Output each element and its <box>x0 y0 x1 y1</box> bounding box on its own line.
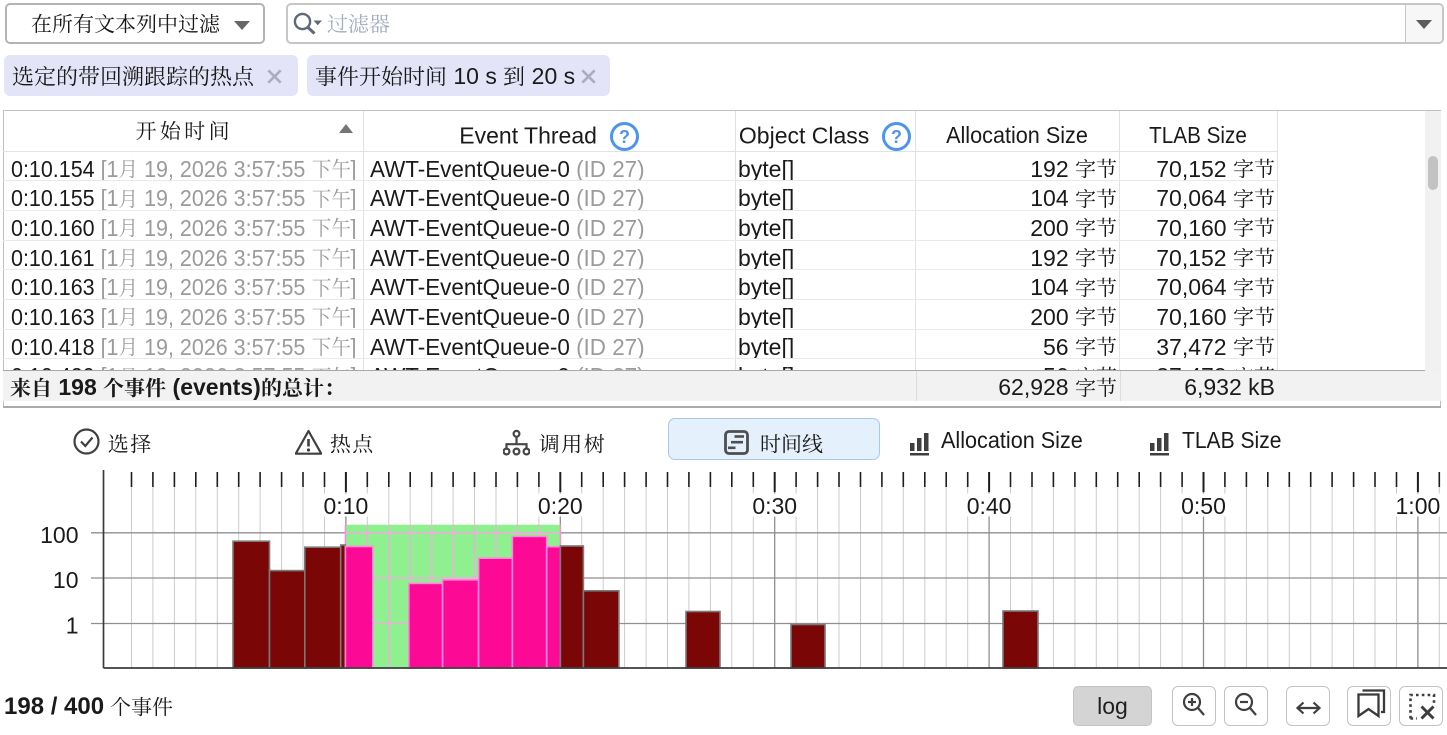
svg-text:10: 10 <box>53 567 79 593</box>
svg-text:0:40: 0:40 <box>967 493 1012 519</box>
svg-text:0:30: 0:30 <box>752 493 797 519</box>
svg-text:0:20: 0:20 <box>538 493 583 519</box>
svg-text:?: ? <box>619 127 630 147</box>
svg-text:0:50: 0:50 <box>1181 493 1226 519</box>
svg-text:100: 100 <box>40 522 78 548</box>
svg-text:?: ? <box>891 127 902 147</box>
svg-text:0:10: 0:10 <box>324 493 369 519</box>
svg-text:1:00: 1:00 <box>1396 493 1441 519</box>
svg-text:1: 1 <box>66 613 79 639</box>
